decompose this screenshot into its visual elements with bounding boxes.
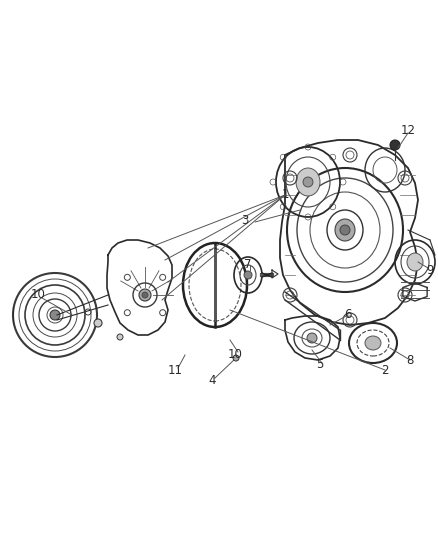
Text: 5: 5 [316, 359, 324, 372]
Text: 1: 1 [281, 189, 289, 201]
Text: 10: 10 [31, 288, 46, 302]
Circle shape [94, 319, 102, 327]
Circle shape [390, 140, 400, 150]
Ellipse shape [296, 168, 320, 196]
Text: 12: 12 [400, 124, 416, 136]
Text: 3: 3 [241, 214, 249, 227]
Text: 7: 7 [244, 259, 252, 271]
Circle shape [340, 225, 350, 235]
Circle shape [139, 289, 151, 301]
Text: 6: 6 [344, 309, 352, 321]
Circle shape [303, 177, 313, 187]
Text: 8: 8 [406, 353, 413, 367]
Circle shape [50, 310, 60, 320]
Circle shape [142, 292, 148, 298]
Circle shape [233, 355, 239, 361]
Ellipse shape [365, 336, 381, 350]
Circle shape [244, 271, 252, 279]
Circle shape [117, 334, 123, 340]
Ellipse shape [335, 219, 355, 241]
Ellipse shape [407, 253, 423, 271]
Text: 4: 4 [208, 374, 216, 386]
Text: 10: 10 [228, 349, 243, 361]
Circle shape [307, 333, 317, 343]
Text: 11: 11 [167, 364, 183, 376]
Text: 2: 2 [381, 364, 389, 376]
Text: 9: 9 [426, 263, 434, 277]
